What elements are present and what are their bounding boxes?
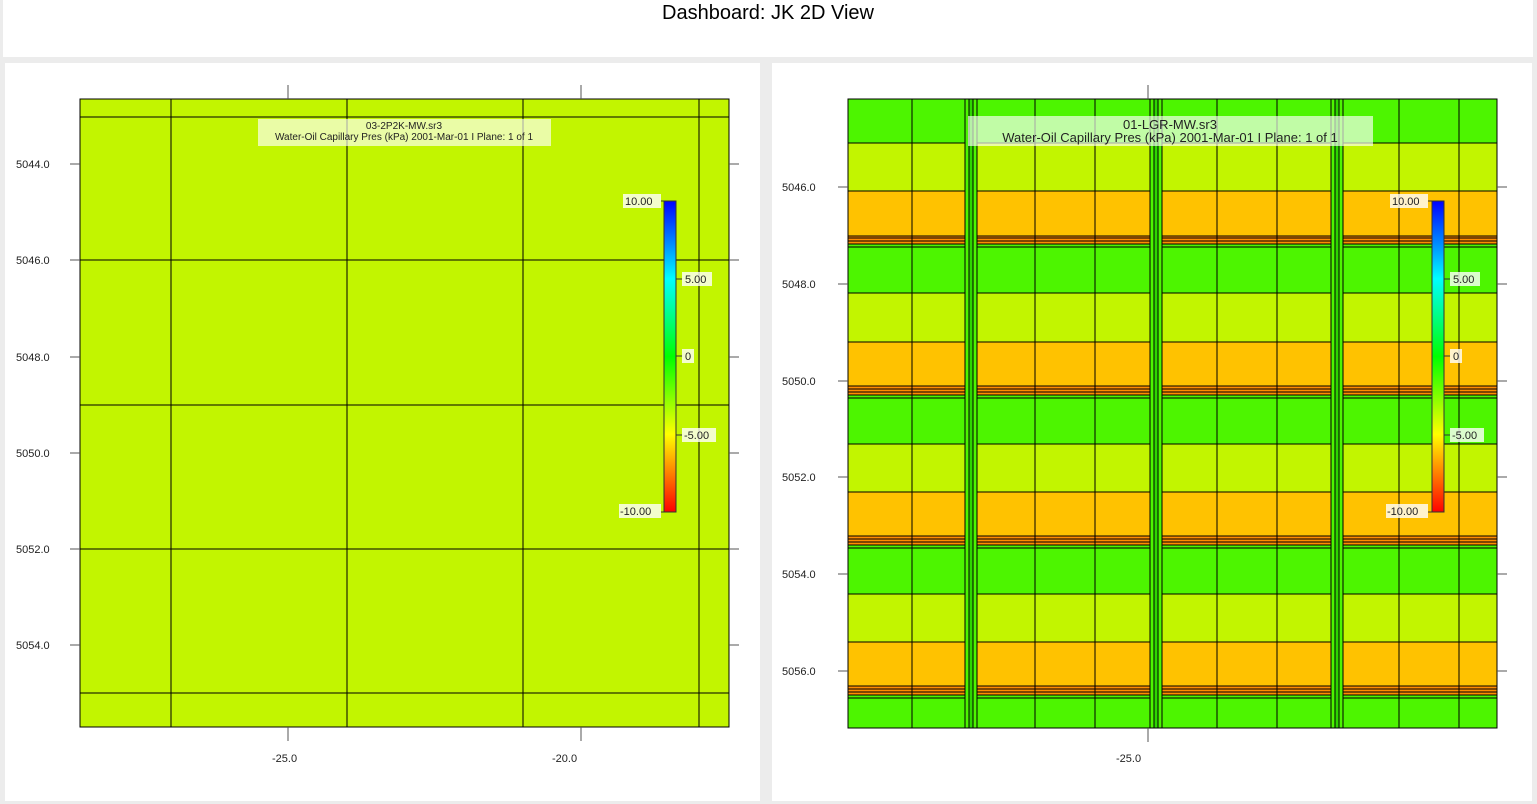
- y-tick-label: 5046.0: [782, 182, 816, 194]
- y-tick-label: 5052.0: [16, 544, 50, 556]
- y-tick-label: 5054.0: [782, 569, 816, 581]
- y-tick-label: 5052.0: [782, 472, 816, 484]
- x-tick-label: -20.0: [552, 753, 577, 765]
- grid-lines: [80, 99, 729, 727]
- grid-background: [79, 98, 730, 728]
- color-legend-max: 10.00: [625, 196, 653, 208]
- plot-subtitle: Water-Oil Capillary Pres (kPa) 2001-Mar-…: [1002, 130, 1337, 145]
- color-legend-min: -10.00: [620, 506, 651, 518]
- color-legend-label-bg: [682, 349, 694, 363]
- grid-refined-lines: [848, 237, 1497, 699]
- y-tick-label: 5054.0: [16, 640, 50, 652]
- color-legend-label-bg: [619, 504, 661, 518]
- x-tick-label: -25.0: [272, 753, 297, 765]
- y-axis: [838, 186, 1507, 672]
- view-panel-2p2k[interactable]: 5044.0 5046.0 5048.0 5050.0 5052.0 5054.…: [5, 63, 760, 801]
- color-legend-q1: -5.00: [1452, 430, 1477, 442]
- color-legend-label-bg: [1450, 428, 1484, 442]
- y-axis: [70, 163, 739, 646]
- y-tick-label: 5048.0: [782, 279, 816, 291]
- color-legend-q3: 5.00: [1453, 274, 1474, 286]
- color-legend-mid: 0: [1453, 351, 1459, 363]
- grid-layers: [847, 98, 1498, 729]
- y-tick-label: 5050.0: [16, 448, 50, 460]
- color-legend-label-bg: [623, 194, 661, 208]
- dashboard-title: Dashboard: JK 2D View: [662, 2, 874, 24]
- grid-plot-lgr[interactable]: 5046.0 5048.0 5050.0 5052.0 5054.0 5056.…: [772, 63, 1532, 801]
- color-legend-label-bg: [1450, 349, 1462, 363]
- plot-file-name: 03-2P2K-MW.sr3: [366, 121, 443, 132]
- y-tick-label: 5046.0: [16, 255, 50, 267]
- color-legend-label-bg: [1450, 272, 1480, 286]
- grid-plot-2p2k[interactable]: 5044.0 5046.0 5048.0 5050.0 5052.0 5054.…: [5, 63, 760, 801]
- grid-lgr-columns: [964, 98, 1344, 729]
- color-legend-label-bg: [1386, 504, 1428, 518]
- dashboard-header: Dashboard: JK 2D View: [3, 0, 1533, 57]
- view-panel-lgr[interactable]: 5046.0 5048.0 5050.0 5052.0 5054.0 5056.…: [772, 63, 1532, 801]
- plot-file-name: 01-LGR-MW.sr3: [1123, 117, 1217, 132]
- color-legend-label-bg: [682, 428, 716, 442]
- plot-title-box: [968, 116, 1373, 146]
- plot-subtitle: Water-Oil Capillary Pres (kPa) 2001-Mar-…: [275, 132, 533, 143]
- y-tick-label: 5056.0: [782, 666, 816, 678]
- color-legend-bar: [663, 200, 677, 513]
- color-legend-label-bg: [682, 272, 712, 286]
- plot-title-box: [258, 119, 551, 146]
- color-legend-q3: 5.00: [685, 274, 706, 286]
- grid-lines: [847, 98, 1498, 729]
- x-tick-label: -25.0: [1116, 753, 1141, 765]
- color-legend-mid: 0: [685, 351, 691, 363]
- color-legend-label-bg: [1390, 194, 1428, 208]
- y-tick-label: 5044.0: [16, 159, 50, 171]
- y-tick-label: 5048.0: [16, 352, 50, 364]
- color-legend-q1: -5.00: [684, 430, 709, 442]
- color-legend-bar: [1431, 200, 1445, 513]
- color-legend-max: 10.00: [1392, 196, 1420, 208]
- color-legend-min: -10.00: [1387, 506, 1418, 518]
- y-tick-label: 5050.0: [782, 376, 816, 388]
- x-axis: [287, 85, 582, 741]
